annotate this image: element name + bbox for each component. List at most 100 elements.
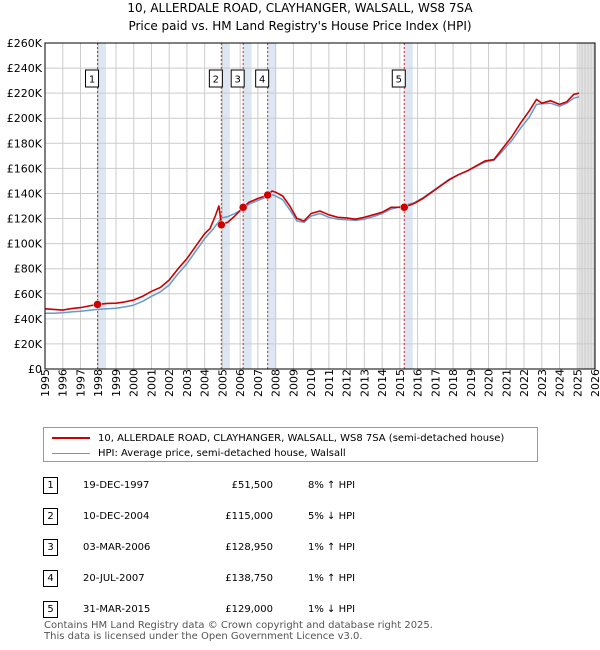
sale-hpi-diff: 1% ↓ HPI — [308, 604, 356, 615]
x-tick-label: 2018 — [447, 369, 460, 397]
sale-hpi-diff: 5% ↓ HPI — [308, 511, 356, 522]
sale-band — [267, 43, 277, 369]
x-tick-label: 2002 — [163, 369, 176, 397]
sale-point — [263, 190, 272, 200]
chart-title: 10, ALLERDALE ROAD, CLAYHANGER, WALSALL,… — [127, 1, 473, 15]
y-tick-label: £0 — [28, 363, 42, 376]
y-tick-label: £240K — [7, 62, 43, 75]
sale-point — [400, 203, 409, 212]
sale-price: £128,950 — [225, 542, 273, 553]
sale-label-box — [391, 69, 406, 88]
sale-number-badge: 3 — [43, 539, 58, 556]
x-tick-label: 2019 — [465, 369, 478, 397]
y-tick-label: £160K — [7, 162, 43, 175]
x-tick-label: 2015 — [394, 369, 407, 397]
legend-hpi-swatch — [52, 452, 90, 454]
sale-hpi-diff: 1% ↑ HPI — [308, 542, 356, 553]
plot-border — [44, 42, 596, 370]
x-tick-label: 2013 — [358, 369, 371, 397]
y-tick-label: £20K — [14, 338, 43, 351]
sales-table: 1 19-DEC-1997 £51,500 8% ↑ HPI 2 10-DEC-… — [43, 470, 355, 625]
x-tick-label: 2009 — [287, 369, 300, 397]
sale-price: £129,000 — [225, 604, 273, 615]
chart: 10, ALLERDALE ROAD, CLAYHANGER, WALSALL,… — [7, 1, 600, 397]
sale-number-badge: 5 — [43, 601, 58, 618]
x-tick-label: 2023 — [536, 369, 549, 397]
sale-price: £138,750 — [225, 573, 273, 584]
plot-background — [45, 43, 595, 369]
chart-subtitle: Price paid vs. HM Land Registry's House … — [128, 19, 471, 33]
table-row: 4 20-JUL-2007 £138,750 1% ↑ HPI — [43, 563, 355, 594]
x-tick-label: 1997 — [74, 369, 87, 397]
x-tick-label: 2000 — [128, 369, 141, 397]
footer-copyright: Contains HM Land Registry data © Crown c… — [44, 620, 433, 631]
sale-point — [238, 203, 248, 212]
sale-band — [220, 43, 230, 369]
sale-point — [93, 300, 102, 309]
y-tick-label: £260K — [7, 37, 43, 50]
x-tick-label: 2011 — [323, 369, 336, 397]
legend: 10, ALLERDALE ROAD, CLAYHANGER, WALSALL,… — [43, 427, 538, 462]
legend-item-property: 10, ALLERDALE ROAD, CLAYHANGER, WALSALL,… — [52, 431, 504, 445]
legend-property-swatch — [52, 437, 90, 439]
sale-number-badge: 2 — [43, 508, 58, 525]
sale-date: 31-MAR-2015 — [83, 604, 151, 615]
x-tick-label: 2001 — [145, 369, 158, 397]
footer: Contains HM Land Registry data © Crown c… — [44, 620, 433, 642]
table-row: 5 31-MAR-2015 £129,000 1% ↓ HPI — [43, 594, 355, 625]
sale-label-text: 3 — [234, 75, 240, 86]
sale-label-text: 5 — [396, 75, 402, 86]
legend-item-hpi: HPI: Average price, semi-detached house,… — [52, 446, 346, 460]
sale-label-text: 4 — [259, 75, 265, 86]
x-tick-label: 2026 — [589, 369, 600, 397]
legend-property-label: 10, ALLERDALE ROAD, CLAYHANGER, WALSALL,… — [98, 432, 505, 444]
x-tick-label: 1998 — [92, 369, 105, 397]
sale-band — [97, 43, 107, 369]
sale-date: 10-DEC-2004 — [83, 511, 150, 522]
x-tick-label: 2022 — [518, 369, 531, 397]
y-tick-label: £120K — [7, 213, 43, 226]
sale-label-box — [85, 69, 100, 88]
sale-date: 19-DEC-1997 — [83, 480, 150, 491]
x-tick-label: 2021 — [500, 369, 513, 397]
x-tick-label: 2024 — [554, 369, 567, 397]
x-tick-label: 1996 — [57, 369, 70, 397]
x-tick-label: 1995 — [39, 369, 52, 397]
sale-hpi-diff: 8% ↑ HPI — [308, 480, 356, 491]
sale-label-box — [255, 69, 270, 88]
x-tick-label: 2003 — [181, 369, 194, 397]
sale-price: £51,500 — [231, 480, 273, 491]
table-row: 2 10-DEC-2004 £115,000 5% ↓ HPI — [43, 501, 355, 532]
table-row: 3 03-MAR-2006 £128,950 1% ↑ HPI — [43, 532, 355, 563]
y-tick-label: £80K — [14, 263, 43, 276]
x-tick-label: 2012 — [341, 369, 354, 397]
y-tick-label: £200K — [7, 112, 43, 125]
sale-number-badge: 1 — [43, 477, 58, 494]
sale-label-text: 1 — [89, 75, 95, 86]
sale-date: 03-MAR-2006 — [83, 542, 151, 553]
y-tick-label: £100K — [7, 238, 43, 251]
sale-label-box — [230, 69, 245, 88]
y-tick-label: £220K — [7, 87, 43, 100]
forecast-band — [579, 43, 595, 369]
x-tick-label: 2017 — [429, 369, 442, 397]
table-row: 1 19-DEC-1997 £51,500 8% ↑ HPI — [43, 470, 355, 501]
sale-number-badge: 4 — [43, 570, 58, 587]
x-tick-label: 2010 — [305, 369, 318, 397]
sale-price: £115,000 — [225, 511, 273, 522]
y-tick-label: £40K — [14, 313, 43, 326]
x-tick-label: 1999 — [110, 369, 123, 397]
y-tick-label: £180K — [7, 137, 43, 150]
x-tick-label: 2008 — [270, 369, 283, 397]
sale-label-box — [208, 69, 223, 88]
x-tick-label: 2014 — [376, 369, 389, 397]
x-tick-label: 2005 — [216, 369, 229, 397]
x-tick-label: 2020 — [483, 369, 496, 397]
x-tick-label: 2006 — [234, 369, 247, 397]
property-price-line — [44, 92, 580, 311]
y-tick-label: £60K — [14, 288, 43, 301]
legend-hpi-label: HPI: Average price, semi-detached house,… — [98, 447, 346, 459]
x-tick-label: 2016 — [412, 369, 425, 397]
sale-hpi-diff: 1% ↑ HPI — [308, 573, 356, 584]
x-tick-label: 2007 — [252, 369, 265, 397]
